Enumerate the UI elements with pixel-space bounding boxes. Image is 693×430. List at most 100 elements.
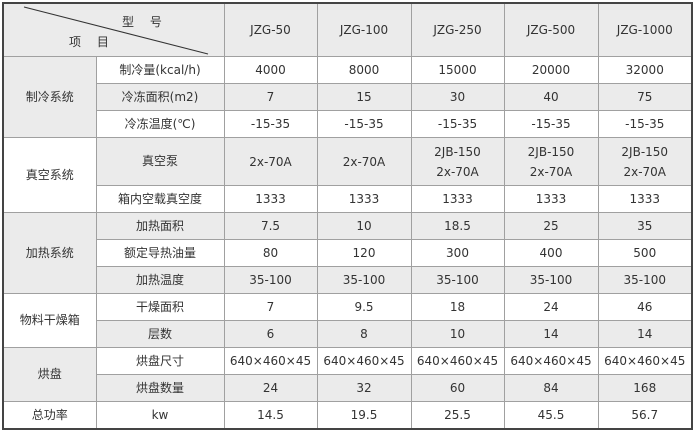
value-cell: 30	[410, 83, 505, 111]
value-cell: 640×460×45	[503, 347, 599, 375]
header-row: 型 号 项 目 JZG-50 JZG-100 JZG-250 JZG-500 J…	[2, 2, 693, 57]
model-header: JZG-250	[410, 2, 505, 57]
value-cell: 2x-70A	[316, 137, 412, 186]
table-row: 烘盘数量 24 32 60 84 168	[3, 374, 693, 402]
value-cell: 35-100	[316, 266, 412, 294]
value-cell: 20000	[503, 56, 599, 84]
value-cell: -15-35	[316, 110, 412, 138]
group-cell: 总功率	[2, 401, 97, 430]
group-cell: 物料干燥箱	[2, 293, 97, 348]
model-header: JZG-500	[503, 2, 599, 57]
param-label: 真空泵	[95, 137, 225, 186]
table-row: 总功率 kw 14.5 19.5 25.5 45.5 56.7	[2, 401, 693, 430]
value-cell: 19.5	[316, 401, 412, 430]
value-cell: 15000	[410, 56, 505, 84]
table-row: 额定导热油量 80 120 300 400 500	[3, 239, 693, 267]
value-cell: 10	[410, 320, 505, 348]
value-cell: 1333	[597, 185, 693, 213]
param-label: kw	[95, 401, 225, 430]
value-cell: 500	[597, 239, 693, 267]
value-cell: 14	[503, 320, 599, 348]
value-cell: 18.5	[410, 212, 505, 240]
value-cell: 25.5	[410, 401, 505, 430]
value-cell: 2JB-150 2x-70A	[597, 137, 693, 186]
model-header: JZG-1000	[597, 2, 693, 57]
param-label: 额定导热油量	[95, 239, 225, 267]
value-cell: 75	[597, 83, 693, 111]
value-line: 2x-70A	[529, 164, 573, 179]
value-cell: 56.7	[597, 401, 693, 430]
value-cell: 2JB-150 2x-70A	[503, 137, 599, 186]
diagonal-divider	[23, 6, 209, 55]
param-label: 烘盘尺寸	[95, 347, 225, 375]
table-row: 箱内空载真空度 1333 1333 1333 1333 1333	[3, 185, 693, 213]
value-cell: 168	[597, 374, 693, 402]
value-cell: 45.5	[503, 401, 599, 430]
value-cell: 640×460×45	[597, 347, 693, 375]
value-cell: 60	[410, 374, 505, 402]
value-cell: 1333	[503, 185, 599, 213]
value-line: 2x-70A	[249, 154, 292, 169]
value-cell: 25	[503, 212, 599, 240]
value-cell: 400	[503, 239, 599, 267]
model-label: 型 号	[122, 15, 168, 29]
model-header: JZG-50	[223, 2, 318, 57]
group-cell: 烘盘	[2, 347, 97, 402]
value-cell: -15-35	[223, 110, 318, 138]
value-cell: 120	[316, 239, 412, 267]
group-cell: 制冷系统	[2, 56, 97, 138]
value-cell: 24	[503, 293, 599, 321]
table-row: 层数 6 8 10 14 14	[3, 320, 693, 348]
value-cell: 32	[316, 374, 412, 402]
table-row: 加热系统 加热面积 7.5 10 18.5 25 35	[2, 212, 693, 294]
value-cell: 2x-70A	[223, 137, 318, 186]
value-cell: 7	[223, 293, 318, 321]
value-line: 2JB-150	[434, 144, 481, 159]
param-label: 箱内空载真空度	[95, 185, 225, 213]
param-label: 加热温度	[95, 266, 225, 294]
value-cell: 9.5	[316, 293, 412, 321]
value-cell: 7.5	[223, 212, 318, 240]
value-cell: 35	[597, 212, 693, 240]
value-cell: -15-35	[597, 110, 693, 138]
value-cell: 10	[316, 212, 412, 240]
value-cell: 32000	[597, 56, 693, 84]
value-cell: 40	[503, 83, 599, 111]
param-label: 制冷量(kcal/h)	[95, 56, 225, 84]
value-line: 2JB-150	[527, 144, 575, 159]
param-label: 干燥面积	[95, 293, 225, 321]
table-row: 制冷系统 制冷量(kcal/h) 4000 8000 15000 20000 32000	[2, 56, 693, 138]
table-row: 烘盘 烘盘尺寸 640×460×45 640×460×45 640×460×45 640×…	[2, 347, 693, 402]
table-row: 加热温度 35-100 35-100 35-100 35-100 35-100	[3, 266, 693, 294]
value-cell: 640×460×45	[410, 347, 505, 375]
value-cell: 6	[223, 320, 318, 348]
value-cell: 7	[223, 83, 318, 111]
table-row: 冷冻面积(m2) 7 15 30 40 75	[3, 83, 693, 111]
corner-header-cell: 型 号 项 目	[2, 2, 225, 57]
model-header: JZG-100	[316, 2, 412, 57]
table-row: 物料干燥箱 干燥面积 7 9.5 18 24 46	[2, 293, 693, 348]
value-cell: 2JB-150 2x-70A	[410, 137, 505, 186]
value-line: 2x-70A	[436, 164, 479, 179]
value-cell: 80	[223, 239, 318, 267]
value-cell: 640×460×45	[223, 347, 318, 375]
param-label: 加热面积	[95, 212, 225, 240]
value-cell: 35-100	[597, 266, 693, 294]
value-cell: 8000	[316, 56, 412, 84]
value-cell: 24	[223, 374, 318, 402]
value-cell: 300	[410, 239, 505, 267]
value-cell: 46	[597, 293, 693, 321]
group-cell: 加热系统	[2, 212, 97, 294]
param-label: 烘盘数量	[95, 374, 225, 402]
value-cell: 1333	[223, 185, 318, 213]
value-cell: 35-100	[503, 266, 599, 294]
value-line: 2JB-150	[621, 144, 669, 159]
value-cell: 84	[503, 374, 599, 402]
value-cell: 14	[597, 320, 693, 348]
param-label: 层数	[95, 320, 225, 348]
value-line: 2x-70A	[623, 164, 667, 179]
value-cell: 35-100	[223, 266, 318, 294]
value-cell: 18	[410, 293, 505, 321]
value-cell: 1333	[410, 185, 505, 213]
